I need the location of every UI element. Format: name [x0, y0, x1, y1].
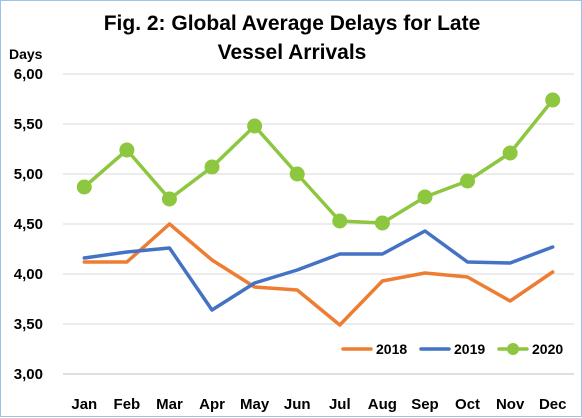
x-tick-label: May — [240, 396, 270, 413]
x-tick-label: Aug — [368, 396, 397, 413]
legend-label-2020: 2020 — [532, 341, 563, 357]
legend-marker-2020 — [507, 343, 519, 355]
y-tick-label: 4,50 — [14, 216, 43, 233]
data-point-2020 — [247, 118, 263, 134]
data-point-2020 — [332, 213, 348, 229]
data-point-2020 — [502, 145, 518, 161]
y-tick-label: 4,00 — [14, 266, 43, 283]
data-point-2020 — [161, 191, 177, 207]
x-tick-label: Nov — [496, 396, 525, 413]
x-tick-label: Oct — [455, 396, 480, 413]
data-point-2020 — [460, 173, 476, 189]
series-line-2019 — [82, 229, 555, 312]
series-lines — [76, 92, 561, 327]
data-point-2020 — [417, 189, 433, 205]
x-tick-label: Feb — [114, 396, 141, 413]
x-tick-label: Jan — [71, 396, 97, 413]
y-tick-label: 3,50 — [14, 316, 43, 333]
x-tick-label: Dec — [539, 396, 567, 413]
y-axis-ticks: 3,00 3,50 4,00 4,50 5,00 5,50 6,00 — [14, 66, 43, 383]
data-point-2020 — [76, 179, 92, 195]
chart-title-line-2: Vessel Arrivals — [218, 41, 367, 64]
x-tick-label: Jul — [329, 396, 351, 413]
data-point-2020 — [204, 159, 220, 175]
y-tick-label: 5,50 — [14, 116, 43, 133]
data-point-2020 — [374, 215, 390, 231]
data-point-2020 — [289, 166, 305, 182]
series-line-2018 — [82, 222, 555, 327]
x-axis-ticks: Jan Feb Mar Apr May Jun Jul Aug Sep Oct Nov Dec — [71, 396, 566, 413]
y-tick-label: 5,00 — [14, 166, 43, 183]
series-line-2020 — [82, 98, 555, 225]
data-point-2020 — [545, 92, 561, 108]
legend-label-2019: 2019 — [454, 341, 485, 357]
gridlines — [63, 73, 574, 375]
x-tick-label: Sep — [411, 396, 439, 413]
y-tick-label: 3,00 — [14, 366, 43, 383]
x-tick-label: Jun — [284, 396, 311, 413]
legend-label-2018: 2018 — [376, 341, 407, 357]
y-axis-unit-label: Days — [9, 46, 43, 62]
x-tick-label: Apr — [199, 396, 225, 413]
y-tick-label: 6,00 — [14, 66, 43, 83]
legend: 2018 2019 2020 — [341, 341, 563, 357]
x-tick-label: Mar — [156, 396, 183, 413]
data-point-2020 — [119, 142, 135, 158]
chart-title-line-1: Fig. 2: Global Average Delays for Late — [104, 12, 481, 35]
